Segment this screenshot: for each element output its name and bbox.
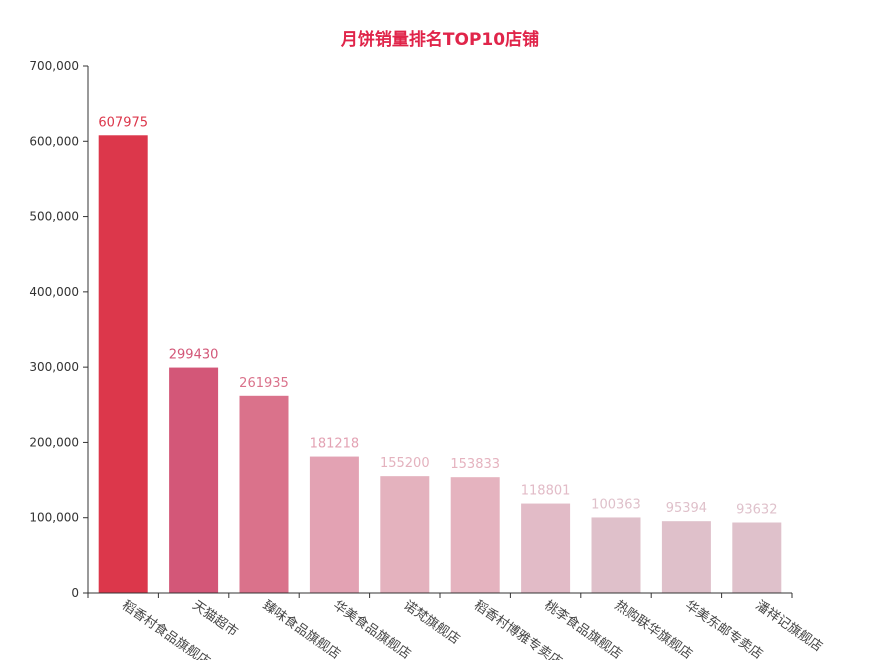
y-tick-label: 100,000: [29, 511, 79, 525]
x-tick-label: 潘祥记旗舰店: [753, 597, 826, 655]
bar: [591, 517, 641, 593]
data-label: 118801: [521, 484, 571, 499]
bar: [661, 521, 711, 593]
bar: [98, 135, 148, 593]
y-tick-label: 600,000: [29, 134, 79, 148]
y-tick-label: 400,000: [29, 285, 79, 299]
data-label: 261935: [239, 376, 289, 391]
bar: [380, 476, 430, 593]
bars: 607975 299430 261935 181218 155200 153833 1188…: [98, 115, 782, 593]
x-tick-label: 热购联华旗舰店: [612, 597, 696, 660]
bar: [450, 477, 500, 593]
y-tick-label: 500,000: [29, 210, 79, 224]
y-tick-label: 0: [71, 586, 79, 600]
data-label: 93632: [736, 503, 777, 518]
y-tick-label: 700,000: [29, 59, 79, 73]
data-label: 299430: [169, 348, 219, 363]
data-label: 607975: [98, 115, 148, 130]
chart-title: 月饼销量排名TOP10店铺: [340, 29, 539, 50]
x-tick-label: 华美东邮专卖店: [682, 598, 765, 660]
y-tick-label: 200,000: [29, 435, 79, 449]
bar: [169, 367, 219, 593]
y-axis: 0 100,000 200,000 300,000 400,000 500,000 600,…: [29, 59, 89, 600]
data-label: 153833: [450, 457, 500, 472]
data-label: 100363: [591, 497, 641, 512]
x-tick-label: 华美食品旗舰店: [330, 597, 414, 660]
data-label: 95394: [666, 501, 707, 516]
data-label: 155200: [380, 456, 430, 471]
y-tick-label: 300,000: [29, 360, 79, 374]
x-tick-label: 诺梵旗舰店: [401, 597, 463, 647]
x-tick-label: 天猫超市: [189, 597, 241, 640]
data-label: 181218: [310, 437, 360, 452]
bar: [521, 503, 571, 593]
bar: [309, 456, 359, 593]
bar: [732, 522, 782, 593]
x-tick-label: 臻味食品旗舰店: [260, 597, 344, 660]
bar: [239, 395, 289, 593]
